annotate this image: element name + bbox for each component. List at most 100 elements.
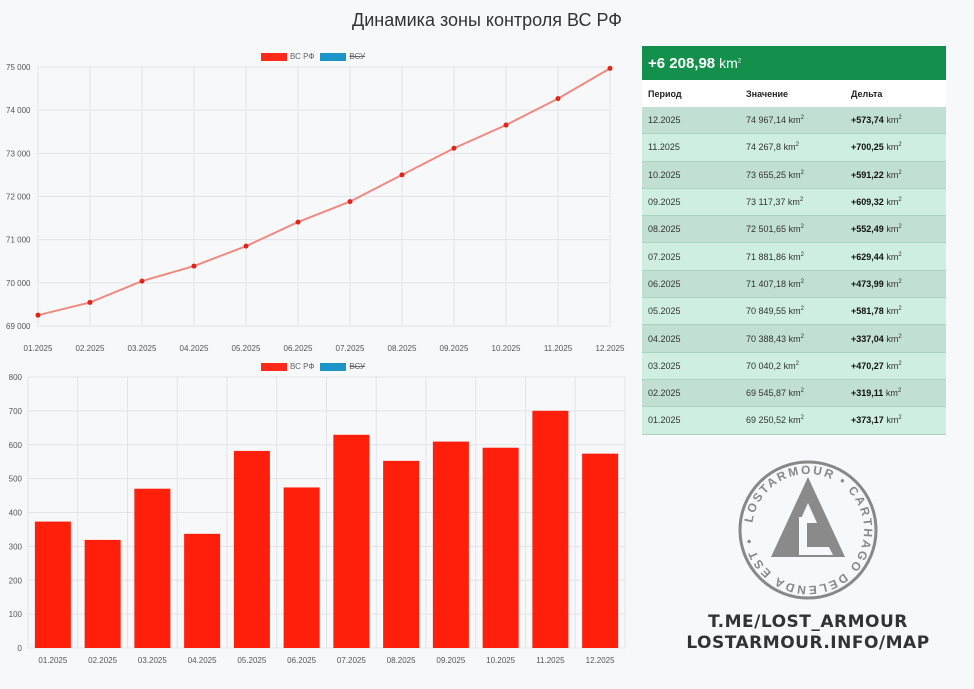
- y-tick-label: 600: [9, 441, 23, 450]
- data-point: [503, 122, 509, 128]
- cell-delta: +552,49 km2: [851, 224, 902, 235]
- total-delta-value: +6 208,98: [648, 54, 716, 72]
- cell-delta: +473,99 km2: [851, 278, 902, 289]
- x-tick-label: 09.2025: [440, 344, 469, 353]
- x-tick-label: 01.2025: [38, 656, 67, 665]
- cell-value: 70 388,43 km2: [746, 333, 804, 344]
- cell-delta: +581,78 km2: [851, 306, 902, 317]
- cell-period: 12.2025: [648, 115, 681, 126]
- stats-table: +6 208,98 km2 Период Значение Дельта 12.…: [642, 46, 946, 435]
- cell-period: 10.2025: [648, 169, 681, 180]
- cell-value: 69 250,52 km2: [746, 415, 804, 426]
- data-point: [347, 199, 353, 205]
- table-row: 12.2025 74 967,14 km2 +573,74 km2: [642, 107, 946, 135]
- cell-period: 01.2025: [648, 415, 681, 426]
- cell-delta: +629,44 km2: [851, 251, 902, 262]
- data-point: [295, 219, 301, 225]
- cell-period: 08.2025: [648, 224, 681, 235]
- x-tick-label: 11.2025: [536, 656, 565, 665]
- col-value: Значение: [746, 88, 789, 99]
- x-tick-label: 01.2025: [24, 344, 53, 353]
- x-tick-label: 09.2025: [436, 656, 465, 665]
- y-tick-label: 71 000: [6, 236, 31, 245]
- bar-chart: 0 100 200 300 400 500 600 700 800 01.2025 02.2025 0…: [9, 373, 626, 665]
- table-row: 02.2025 69 545,87 km2 +319,11 km2: [642, 379, 946, 408]
- x-tick-label: 06.2025: [284, 344, 313, 353]
- y-tick-label: 800: [9, 373, 23, 382]
- data-point: [35, 312, 41, 318]
- data-point: [243, 243, 249, 249]
- legend-item-vsrf[interactable]: ВС РФ: [261, 52, 314, 61]
- bar-chart-legend: ВС РФ ВСУ: [261, 362, 365, 371]
- y-tick-label: 72 000: [6, 193, 31, 202]
- bar: [283, 487, 320, 648]
- cell-delta: +470,27 km2: [851, 360, 902, 371]
- data-point: [399, 172, 405, 178]
- cell-value: 70 849,55 km2: [746, 306, 804, 317]
- lostarmour-logo: LOSTARMOUR • CARTHAGO DELENDA EST •: [738, 460, 878, 600]
- x-tick-label: 12.2025: [596, 344, 625, 353]
- x-tick-label: 02.2025: [88, 656, 117, 665]
- cell-value: 74 967,14 km2: [746, 115, 804, 126]
- bar: [233, 450, 270, 648]
- telegram-link[interactable]: T.ME/LOST_ARMOUR: [708, 612, 908, 632]
- bar: [84, 539, 121, 648]
- x-tick-label: 12.2025: [586, 656, 615, 665]
- cell-period: 05.2025: [648, 306, 681, 317]
- legend-item-vsrf[interactable]: ВС РФ: [261, 362, 314, 371]
- legend-item-vsu[interactable]: ВСУ: [320, 362, 365, 371]
- cell-period: 09.2025: [648, 197, 681, 208]
- x-tick-label: 07.2025: [337, 656, 366, 665]
- bar: [333, 434, 370, 648]
- y-tick-label: 70 000: [6, 279, 31, 288]
- triangle-l-logo-icon: [771, 477, 845, 557]
- cell-delta: +609,32 km2: [851, 197, 902, 208]
- data-point: [607, 65, 613, 71]
- line-chart: 69 000 70 000 71 000 72 000 73 000 74 000 75 0…: [6, 63, 625, 353]
- y-tick-label: 73 000: [6, 149, 31, 158]
- x-tick-label: 03.2025: [138, 656, 167, 665]
- total-delta-header: +6 208,98 km2: [642, 46, 946, 80]
- data-point: [555, 96, 561, 102]
- bar: [34, 521, 71, 648]
- legend-swatch: [261, 362, 287, 371]
- data-point: [451, 145, 457, 151]
- bar: [134, 488, 171, 648]
- x-tick-label: 05.2025: [232, 344, 261, 353]
- y-tick-label: 74 000: [6, 106, 31, 115]
- links-block: T.ME/LOST_ARMOUR LOSTARMOUR.INFO/MAP: [660, 612, 956, 654]
- table-row: 09.2025 73 117,37 km2 +609,32 km2: [642, 188, 946, 217]
- y-tick-label: 69 000: [6, 322, 31, 331]
- x-tick-label: 10.2025: [492, 344, 521, 353]
- bar: [184, 533, 221, 648]
- line-chart-legend: ВС РФ ВСУ: [261, 52, 365, 61]
- website-link[interactable]: LOSTARMOUR.INFO/MAP: [686, 633, 930, 653]
- cell-delta: +319,11 km2: [851, 388, 902, 399]
- legend-item-vsu[interactable]: ВСУ: [320, 52, 365, 61]
- series-line-vsrf: [37, 67, 611, 317]
- page-title: Динамика зоны контроля ВС РФ: [352, 10, 622, 30]
- cell-value: 70 040,2 km2: [746, 360, 799, 371]
- legend-swatch: [320, 52, 347, 61]
- x-tick-label: 05.2025: [237, 656, 266, 665]
- y-tick-label: 300: [9, 542, 23, 551]
- bar: [532, 410, 569, 648]
- cell-period: 03.2025: [648, 360, 681, 371]
- x-tick-label: 04.2025: [188, 656, 217, 665]
- x-tick-label: 06.2025: [287, 656, 316, 665]
- cell-period: 02.2025: [648, 388, 681, 399]
- data-point: [87, 299, 93, 305]
- table-row: 06.2025 71 407,18 km2 +473,99 km2: [642, 270, 946, 299]
- legend-swatch: [261, 52, 287, 61]
- y-tick-label: 500: [9, 475, 23, 484]
- cell-delta: +373,17 km2: [851, 415, 902, 426]
- table-body: 12.2025 74 967,14 km2 +573,74 km2 11.2025 74…: [642, 107, 946, 435]
- x-tick-label: 03.2025: [128, 344, 157, 353]
- cell-period: 11.2025: [648, 142, 680, 153]
- cell-value: 71 407,18 km2: [746, 278, 804, 289]
- cell-value: 71 881,86 km2: [746, 251, 804, 262]
- x-tick-label: 04.2025: [180, 344, 209, 353]
- table-row: 11.2025 74 267,8 km2 +700,25 km2: [642, 134, 946, 162]
- total-unit: km2: [719, 55, 742, 71]
- legend-swatch: [320, 362, 347, 371]
